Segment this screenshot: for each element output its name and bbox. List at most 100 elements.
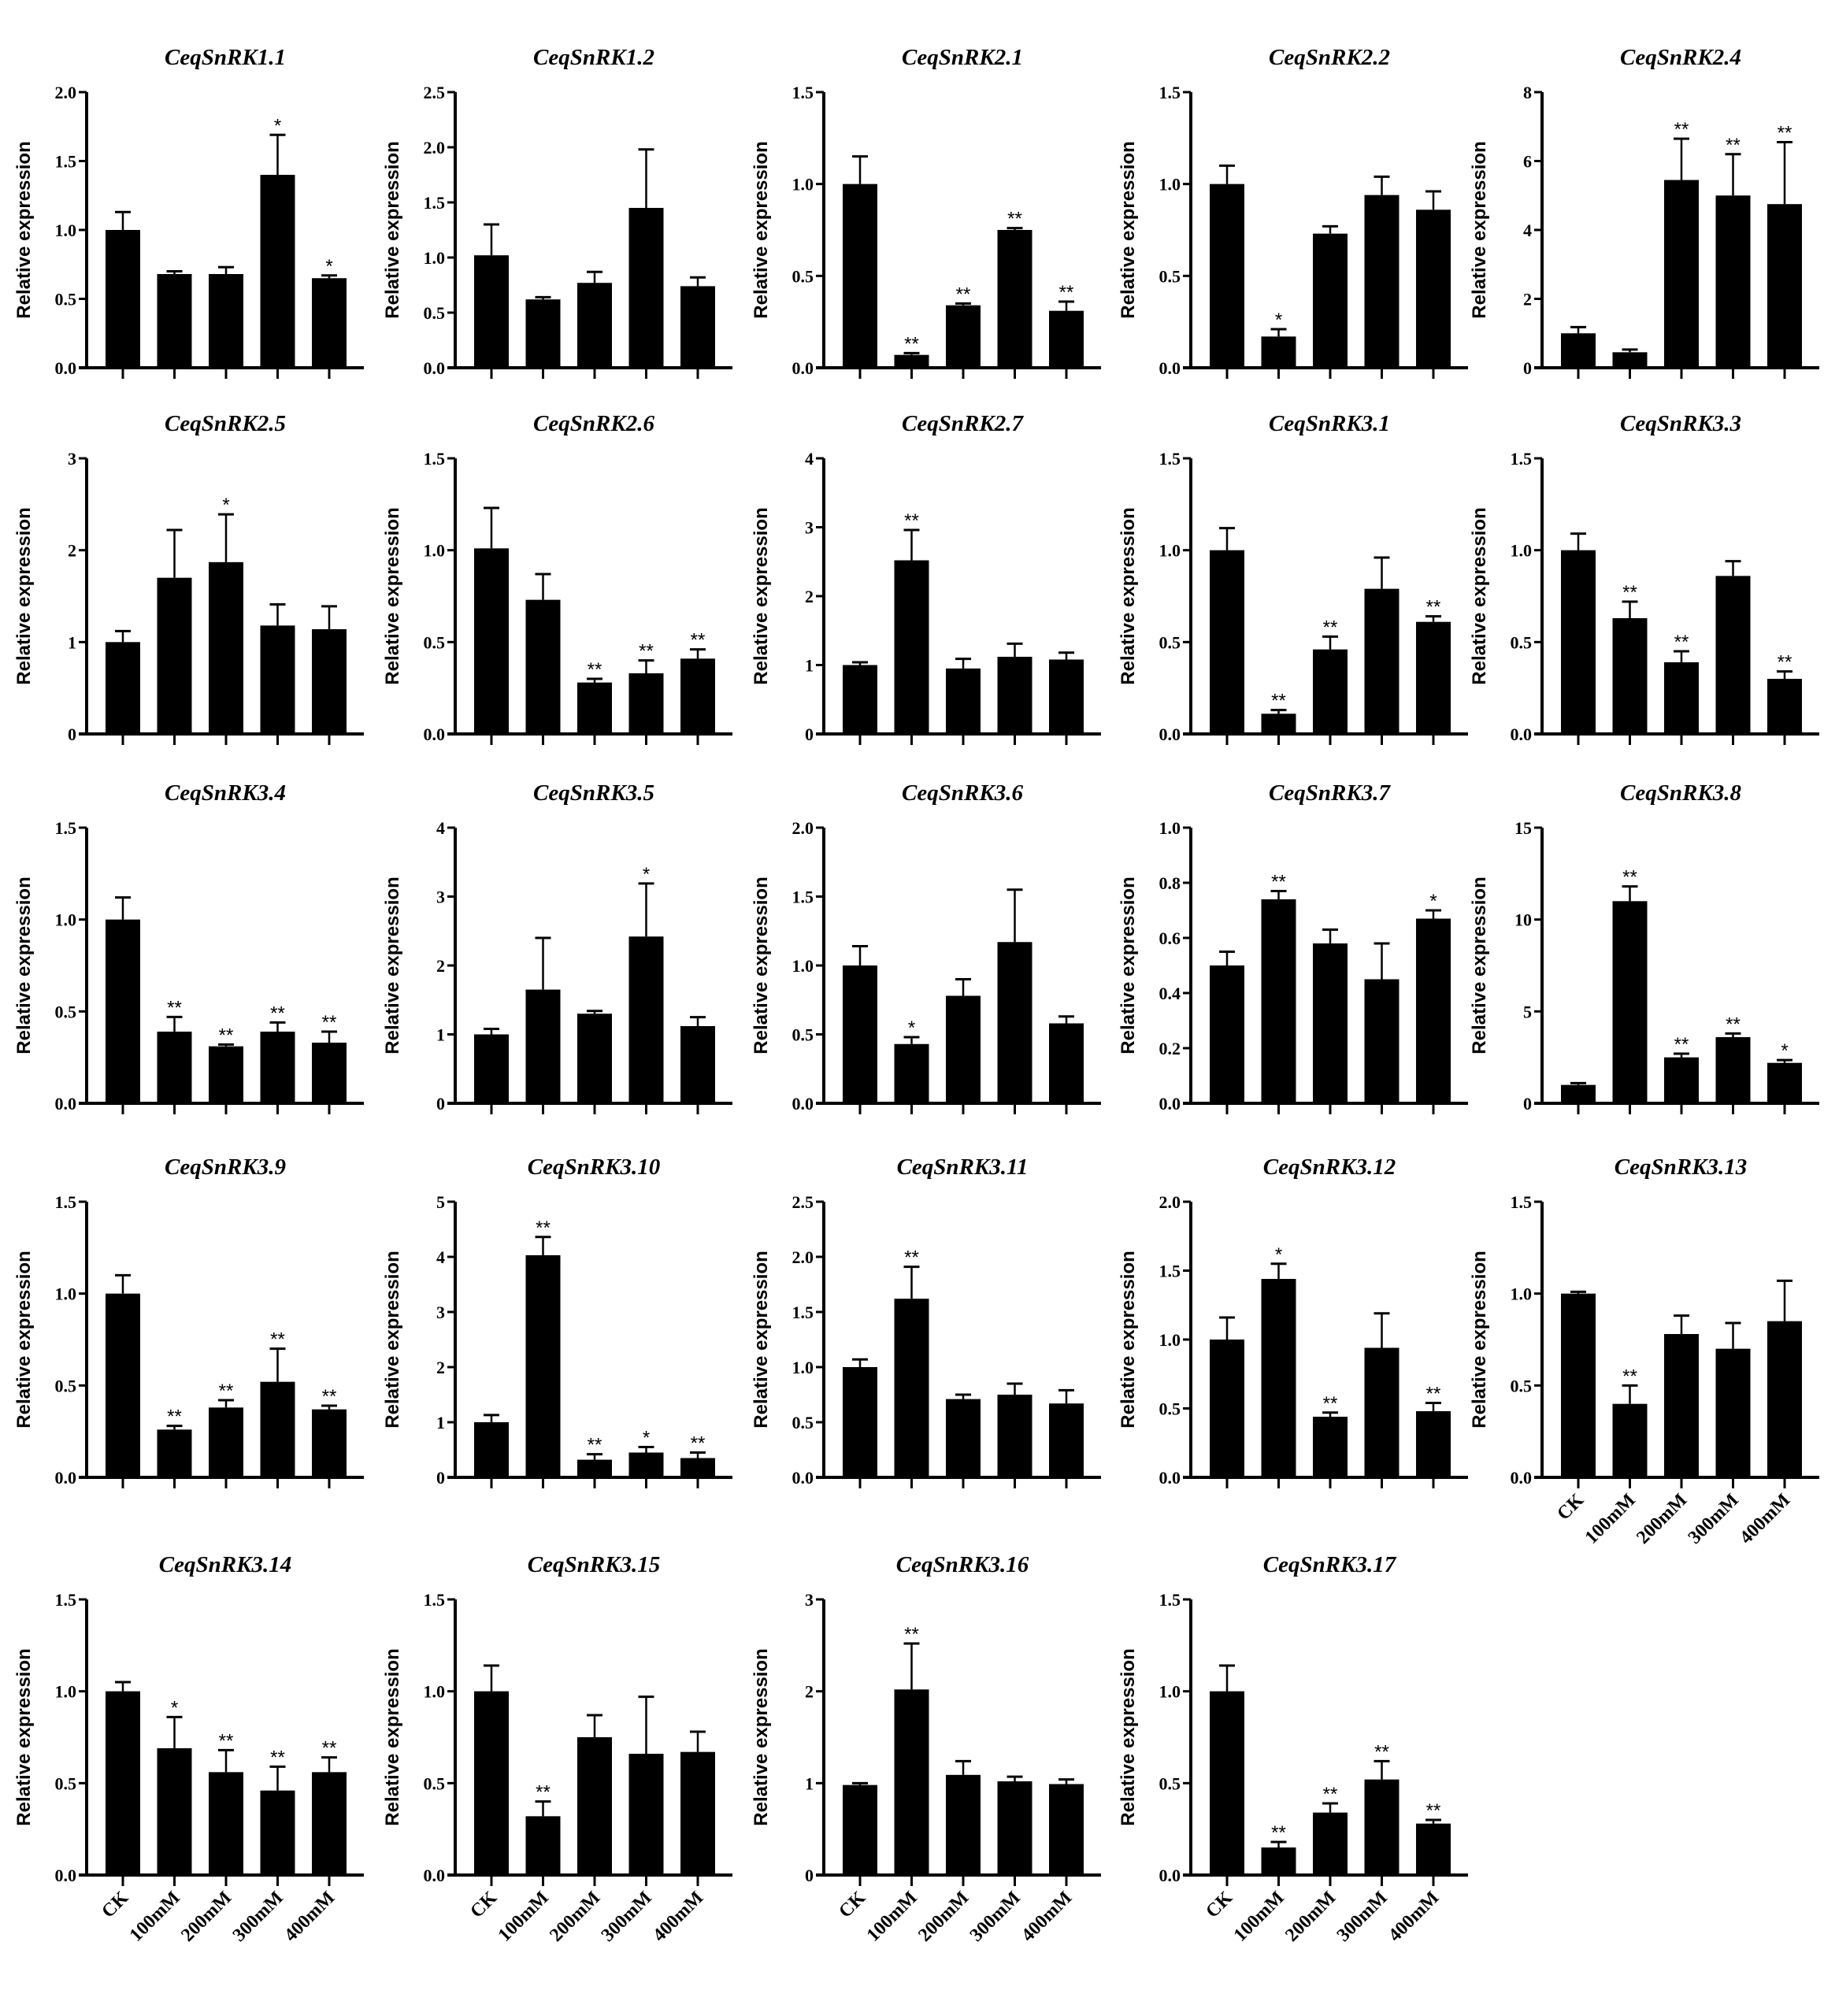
y-tick-label: 1.5 [1511, 1192, 1533, 1212]
y-tick-label: 2.0 [55, 83, 77, 102]
y-tick-label: 0 [1523, 358, 1532, 378]
y-tick-label: 3 [68, 449, 76, 469]
bar [209, 1046, 243, 1103]
chart-panel: CeqSnRK1.2 Relative expression 0.0 0.5 1.0 1.… [382, 45, 732, 379]
bar [1210, 965, 1244, 1103]
y-tick-label: 2 [68, 541, 76, 561]
y-tick-label: 1.5 [424, 193, 446, 213]
bar [312, 1772, 347, 1875]
y-tick-label: 0 [1523, 1094, 1532, 1114]
y-tick-label: 3 [805, 1590, 814, 1610]
x-tick-label: 400mM [1385, 1888, 1443, 1946]
bar [997, 230, 1032, 368]
chart-title: CeqSnRK3.12 [1263, 1154, 1396, 1180]
significance-mark: ** [322, 1012, 337, 1033]
y-axis-label: Relative expression [1118, 1648, 1139, 1825]
bar [577, 1014, 612, 1103]
chart-title: CeqSnRK3.14 [159, 1552, 291, 1577]
bar [525, 989, 561, 1103]
chart-title: CeqSnRK3.3 [1620, 411, 1741, 436]
significance-mark: ** [322, 1386, 337, 1407]
bar [680, 1026, 715, 1103]
y-tick-label: 0.0 [1159, 1468, 1181, 1488]
bar [946, 305, 981, 368]
y-tick-label: 2.0 [792, 1247, 814, 1267]
y-axis-label: Relative expression [751, 141, 772, 318]
bar [474, 1034, 509, 1103]
bar [1612, 901, 1648, 1103]
bar [1561, 550, 1596, 734]
x-tick-label: 100mM [126, 1888, 184, 1946]
bar [525, 1816, 561, 1875]
y-tick-label: 0.5 [792, 1413, 814, 1432]
x-tick-label: 300mM [966, 1888, 1025, 1946]
bar [1767, 1321, 1802, 1477]
significance-mark: ** [1726, 135, 1741, 156]
y-tick-label: 0 [68, 724, 76, 744]
y-axis-label: Relative expression [1118, 141, 1139, 318]
x-tick-label: 100mM [1230, 1888, 1288, 1946]
bar [260, 625, 295, 734]
y-tick-label: 0.0 [1159, 724, 1181, 744]
bar [1313, 233, 1348, 368]
bar [894, 560, 929, 734]
bar [894, 1689, 929, 1875]
y-tick-label: 1.0 [1159, 541, 1181, 561]
bar [946, 1399, 981, 1477]
y-tick-label: 0.5 [1159, 266, 1181, 286]
significance-mark: ** [1778, 652, 1792, 673]
y-tick-label: 4 [1523, 220, 1532, 240]
chart-title: CeqSnRK2.5 [165, 411, 286, 436]
bar [1612, 352, 1648, 368]
x-tick-label: CK [1202, 1888, 1236, 1922]
bar [1364, 979, 1400, 1103]
bar [680, 286, 715, 368]
y-tick-label: 0.5 [424, 303, 446, 323]
y-tick-label: 5 [1523, 1002, 1532, 1021]
bar [1049, 1023, 1084, 1103]
y-tick-label: 1.5 [1159, 1590, 1181, 1610]
y-tick-label: 6 [1523, 152, 1532, 172]
bar [260, 1790, 295, 1875]
bar [680, 1458, 715, 1477]
y-tick-label: 0.5 [55, 1002, 77, 1021]
y-tick-label: 0.5 [1511, 1376, 1533, 1395]
bar [843, 1367, 877, 1477]
significance-mark: ** [1726, 1014, 1741, 1035]
y-tick-label: 3 [805, 518, 814, 538]
bar [1767, 679, 1802, 734]
significance-mark: ** [1778, 122, 1792, 143]
bar [1313, 649, 1348, 734]
bar [628, 208, 664, 368]
y-tick-label: 2 [436, 956, 445, 976]
significance-mark: * [1275, 1244, 1282, 1266]
bar [1261, 336, 1296, 368]
chart-title: CeqSnRK2.6 [533, 411, 654, 436]
bar [1313, 943, 1348, 1103]
chart-title: CeqSnRK2.7 [902, 411, 1024, 436]
bar [1715, 1348, 1751, 1477]
y-tick-label: 1 [436, 1413, 445, 1432]
bar [474, 1422, 509, 1477]
chart-panel: CeqSnRK2.5 Relative expression 0 1 2 3 * [13, 411, 364, 745]
bar [1364, 588, 1400, 734]
y-tick-label: 0.0 [1159, 1866, 1181, 1885]
bar [1612, 618, 1648, 734]
significance-mark: ** [270, 1002, 285, 1024]
bar [525, 299, 561, 368]
y-tick-label: 2.5 [792, 1192, 814, 1212]
y-tick-label: 0.0 [792, 1094, 814, 1114]
bar [525, 1254, 561, 1477]
y-tick-label: 4 [436, 1247, 445, 1267]
bar [312, 1043, 347, 1103]
chart-panel: CeqSnRK3.5 Relative expression 0 1 2 3 4 * [382, 780, 732, 1114]
bar [157, 1032, 192, 1103]
y-tick-label: 1.0 [55, 220, 77, 240]
y-tick-label: 0.5 [1511, 632, 1533, 652]
significance-mark: ** [904, 1624, 919, 1645]
y-axis-label: Relative expression [751, 1251, 772, 1428]
bar [1049, 1784, 1084, 1875]
y-tick-label: 1 [68, 632, 76, 652]
bar [1715, 1037, 1751, 1103]
y-tick-label: 1.0 [1159, 1330, 1181, 1350]
